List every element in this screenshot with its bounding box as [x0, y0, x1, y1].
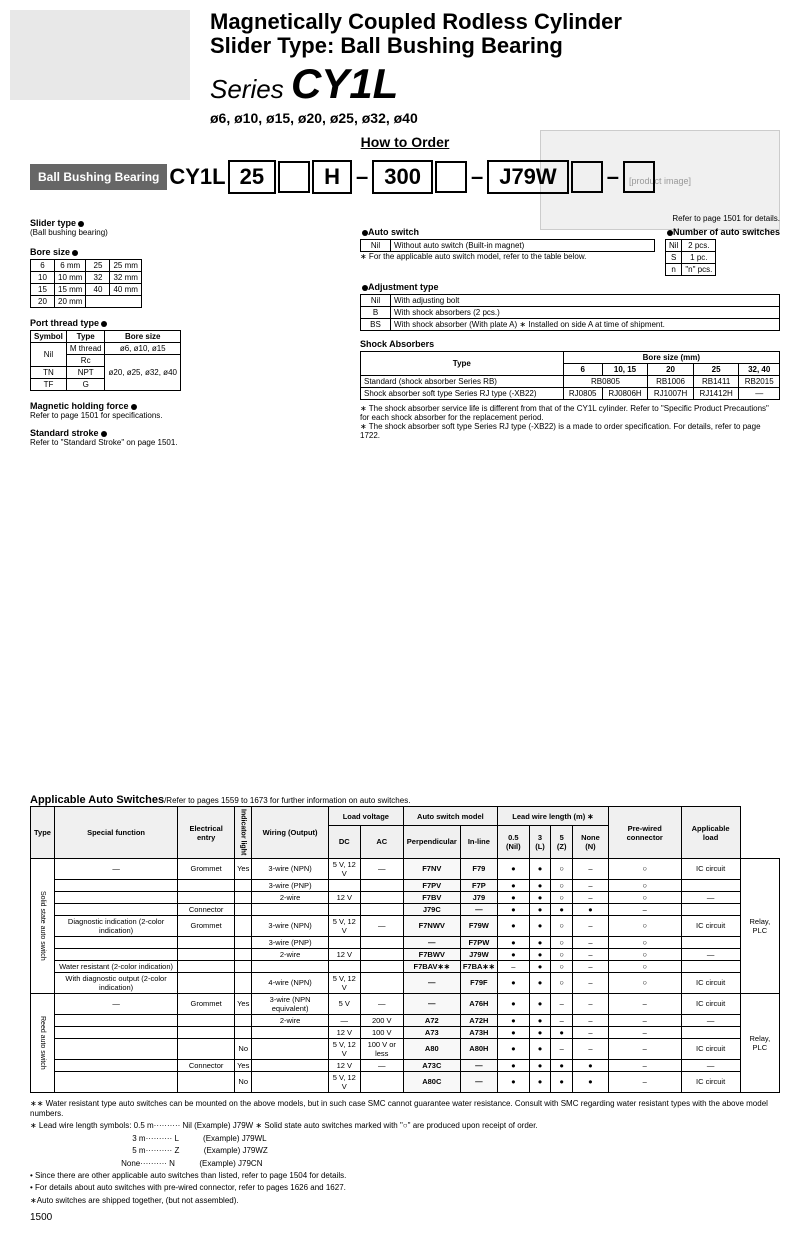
code-adjust: [435, 161, 467, 193]
stroke-label: Standard stroke: [30, 428, 330, 438]
note-other: • Since there are other applicable auto …: [30, 1171, 780, 1181]
note-shipped: ∗Auto switches are shipped together, (bu…: [30, 1196, 780, 1206]
page-title-2: Slider Type: Ball Bushing Bearing: [210, 34, 780, 58]
page-number: 1500: [30, 1212, 780, 1223]
series-label: Series: [210, 74, 284, 104]
bore-label: Bore size: [30, 247, 330, 257]
autoswitch-label: Auto switch: [360, 227, 655, 237]
shock-note1: ∗ The shock absorber service life is dif…: [360, 404, 780, 422]
sep2: –: [469, 164, 485, 190]
autoswitch-section-title: Applicable Auto Switches/Refer to pages …: [30, 794, 780, 806]
code-force: H: [312, 160, 352, 194]
autoswitch-note: ∗ For the applicable auto switch model, …: [360, 252, 655, 261]
refer-1501: Refer to page 1501 for details.: [360, 214, 780, 223]
stroke-sub: Refer to "Standard Stroke" on page 1501.: [30, 438, 330, 447]
note-prewired: • For details about auto switches with p…: [30, 1183, 780, 1193]
diameter-list: ø6, ø10, ø15, ø20, ø25, ø32, ø40: [210, 110, 780, 126]
shock-table: TypeBore size (mm) 610, 15202532, 40 Sta…: [360, 351, 780, 400]
note-water: ∗∗ Water resistant type auto switches ca…: [30, 1099, 780, 1120]
order-code-row: Ball Bushing Bearing CY1L 25 H – 300 – J…: [30, 160, 780, 194]
bore-table: 66 mm2525 mm 1010 mm3232 mm 1515 mm4040 …: [30, 259, 142, 308]
magnetic-sub: Refer to page 1501 for specifications.: [30, 411, 330, 420]
port-label: Port thread type: [30, 318, 330, 328]
adjust-label: Adjustment type: [360, 282, 780, 292]
magnetic-label: Magnetic holding force: [30, 401, 330, 411]
sep1: –: [354, 164, 370, 190]
note-lead-c: 5 m·········· Z (Example) J79WZ: [30, 1146, 780, 1156]
code-port: [278, 161, 310, 193]
code-stroke: 300: [372, 160, 433, 194]
note-lead-d: None·········· N (Example) J79CN: [30, 1159, 780, 1169]
numswitch-label: Number of auto switches: [665, 227, 780, 237]
code-autoswitch: J79W: [487, 160, 568, 194]
autoswitch-nil-table: NilWithout auto switch (Built-in magnet): [360, 239, 655, 252]
slider-label: Slider type: [30, 218, 330, 228]
numswitch-table: Nil2 pcs. S1 pc. n"n" pcs.: [665, 239, 716, 276]
adjust-table: NilWith adjusting bolt BWith shock absor…: [360, 294, 780, 331]
applicable-auto-switches: Applicable Auto Switches/Refer to pages …: [30, 794, 780, 1092]
code-option: [623, 161, 655, 193]
code-prefix: CY1L: [169, 164, 225, 190]
page-title-1: Magnetically Coupled Rodless Cylinder: [210, 10, 780, 34]
slider-sub: (Ball bushing bearing): [30, 228, 330, 237]
note-lead-b: 3 m·········· L (Example) J79WL: [30, 1134, 780, 1144]
shock-title: Shock Absorbers: [360, 339, 780, 349]
code-bore: 25: [228, 160, 276, 194]
bearing-badge: Ball Bushing Bearing: [30, 164, 167, 190]
note-lead: ∗ Lead wire length symbols: 0.5 m·······…: [30, 1121, 780, 1131]
series-line: Series CY1L: [210, 60, 780, 108]
port-table: SymbolTypeBore size NilM threadø6, ø10, …: [30, 330, 181, 391]
page-header: Magnetically Coupled Rodless Cylinder Sl…: [30, 10, 780, 126]
shock-note2: ∗ The shock absorber soft type Series RJ…: [360, 422, 780, 440]
autoswitch-big-table: Type Special function Electrical entry I…: [30, 806, 780, 1092]
footnotes: ∗∗ Water resistant type auto switches ca…: [30, 1099, 780, 1207]
callout-section: Slider type (Ball bushing bearing) Bore …: [30, 214, 780, 514]
series-name: CY1L: [291, 60, 398, 107]
sep3: –: [605, 164, 621, 190]
code-numswitch: [571, 161, 603, 193]
